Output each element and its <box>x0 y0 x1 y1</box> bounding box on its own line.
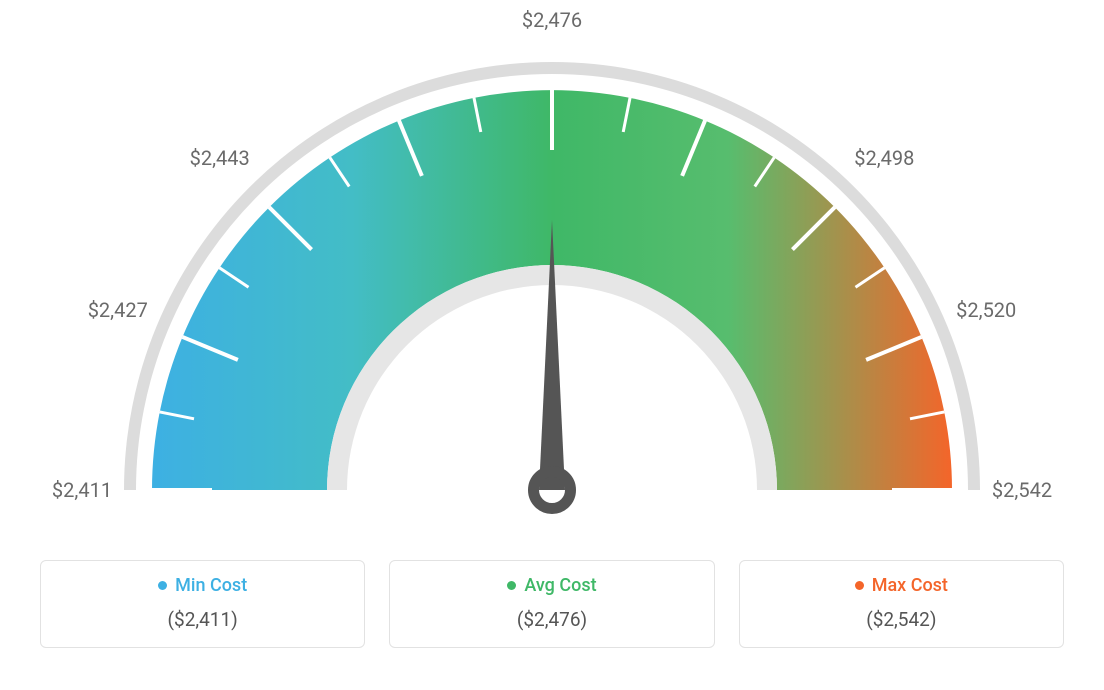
avg-dot-icon <box>507 581 516 590</box>
gauge-tick-label: $2,520 <box>956 298 1016 322</box>
gauge-svg <box>0 0 1104 560</box>
max-cost-card: Max Cost ($2,542) <box>739 560 1064 648</box>
gauge-tick-label: $2,542 <box>992 478 1052 502</box>
max-value: ($2,542) <box>740 608 1063 631</box>
min-cost-card: Min Cost ($2,411) <box>40 560 365 648</box>
max-dot-icon <box>855 581 864 590</box>
legend-cards-row: Min Cost ($2,411) Avg Cost ($2,476) Max … <box>0 560 1104 648</box>
max-label: Max Cost <box>872 575 948 596</box>
min-value: ($2,411) <box>41 608 364 631</box>
gauge-tick-label: $2,411 <box>52 478 112 502</box>
gauge-tick-label: $2,443 <box>190 146 250 170</box>
avg-cost-card: Avg Cost ($2,476) <box>389 560 714 648</box>
min-label: Min Cost <box>175 575 247 596</box>
min-legend: Min Cost <box>41 575 364 596</box>
avg-value: ($2,476) <box>390 608 713 631</box>
avg-label: Avg Cost <box>524 575 596 596</box>
gauge-tick-label: $2,498 <box>854 146 914 170</box>
gauge-chart: $2,411 $2,427 $2,443 $2,476 $2,498 $2,520 $2,5… <box>0 0 1104 560</box>
max-legend: Max Cost <box>740 575 1063 596</box>
min-dot-icon <box>158 581 167 590</box>
avg-legend: Avg Cost <box>390 575 713 596</box>
gauge-tick-label: $2,476 <box>522 8 582 32</box>
gauge-tick-label: $2,427 <box>88 298 148 322</box>
